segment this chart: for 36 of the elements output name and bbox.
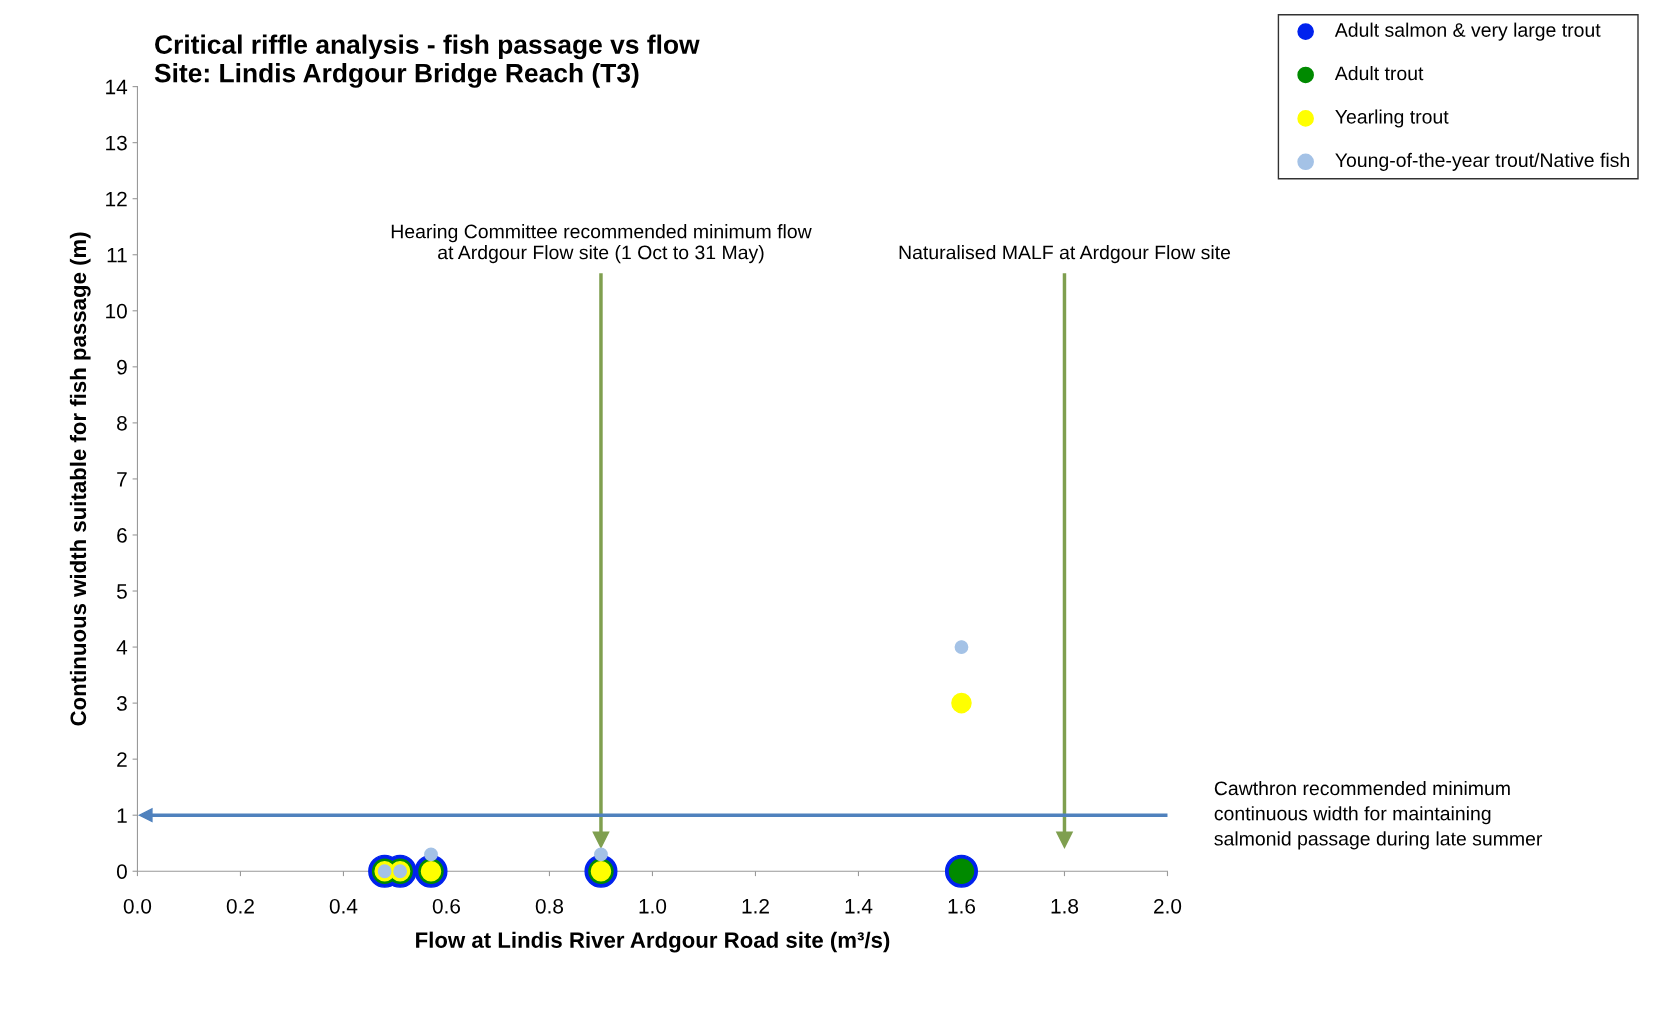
- y-tick-label: 2: [117, 752, 127, 767]
- x-tick-label: 1.8: [1051, 898, 1079, 914]
- x-tick-label: 0.0: [123, 898, 152, 914]
- y-tick-label: 0: [116, 864, 127, 879]
- x-tick-label: 0.2: [226, 898, 254, 914]
- y-tick-label: 8: [117, 415, 127, 431]
- x-tick-label: 0.4: [329, 898, 358, 914]
- ref-line-label: Hearing Committee recommended minimum flow at Ardgour Flow site (1 Oct to 31 May): [391, 224, 812, 264]
- y-tick-label: 1: [117, 808, 127, 823]
- x-tick-label: 1.6: [948, 898, 976, 914]
- x-tick-label: 1.4: [845, 899, 873, 914]
- ref-line-label: Cawthron recommended minimum continuous width for maintaining salmonid passage during late summer: [1214, 780, 1543, 850]
- chart-title: Critical riffle analysis - fish passage vs flow Site: Lindis Ardgour Bridge Reach (T3): [154, 34, 700, 88]
- y-tick-label: 5: [116, 584, 127, 599]
- legend-label: Yearling trout: [1335, 109, 1449, 128]
- y-tick-label: 6: [117, 527, 127, 543]
- y-tick-label: 9: [117, 359, 127, 375]
- x-tick-label: 1.2: [742, 898, 769, 914]
- y-tick-label: 12: [106, 191, 127, 207]
- y-tick-label: 3: [116, 696, 127, 711]
- y-tick-label: 13: [106, 135, 127, 151]
- legend-label: Young-of-the-year trout/Native fish: [1335, 152, 1629, 171]
- x-tick-label: 2.0: [1154, 898, 1182, 914]
- legend-label: Adult trout: [1334, 66, 1424, 81]
- x-tick-label: 1.0: [639, 898, 667, 914]
- x-tick-label: 0.6: [432, 898, 461, 914]
- y-tick-label: 7: [117, 472, 127, 487]
- x-axis-title: Flow at Lindis River Ardgour Road site (m³/s): [416, 931, 890, 953]
- y-tick-label: 14: [106, 79, 128, 95]
- y-tick-label: 4: [116, 640, 128, 655]
- x-tick-label: 0.8: [535, 898, 564, 914]
- legend-label: Adult salmon & very large trout: [1334, 22, 1601, 41]
- y-tick-label: 10: [106, 303, 127, 319]
- ref-line-label: Naturalised MALF at Ardgour Flow site: [899, 245, 1231, 264]
- y-axis-title: Continuous width suitable for fish passage (m): [69, 232, 91, 726]
- y-tick-label: 11: [107, 247, 127, 263]
